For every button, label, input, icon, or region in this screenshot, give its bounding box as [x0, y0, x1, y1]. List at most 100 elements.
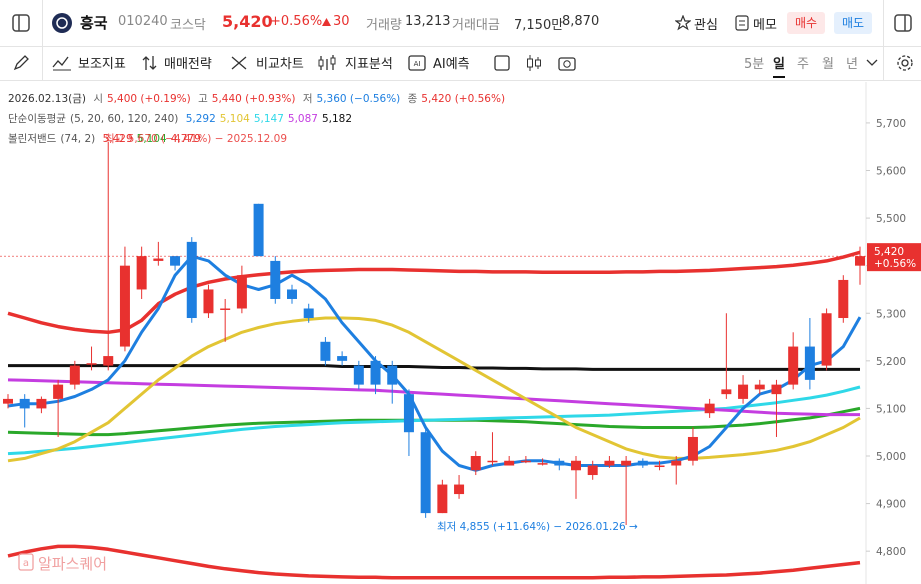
legend-value: 5,182: [321, 113, 353, 125]
divider: [42, 0, 43, 46]
candle-body: [387, 365, 398, 385]
y-tick-label: 5,200: [876, 356, 906, 368]
candle-body: [320, 341, 331, 361]
svg-text:a: a: [23, 558, 29, 569]
candle-body: [554, 460, 565, 466]
candle-body: [571, 460, 581, 471]
high-annotation: 최고 5,670 (−4.41%) − 2025.12.09: [105, 133, 287, 145]
ai-icon[interactable]: AI: [407, 54, 427, 72]
tool[interactable]: 비교차트: [256, 57, 304, 72]
stock-code: 010240: [118, 14, 168, 29]
candle-body: [170, 256, 181, 266]
low-annotation: 최저 4,855 (+11.64%) − 2026.01.26 →: [437, 521, 638, 533]
extra: 8,870: [562, 14, 600, 29]
sell-button[interactable]: 매도: [834, 12, 873, 34]
overlay-line: [8, 364, 860, 371]
compare-icon[interactable]: [231, 55, 249, 71]
watermark: 알파스퀘어: [38, 555, 108, 573]
bb-legend: 볼린저밴드 (74, 2) 5,429 5,104 4,779: [8, 131, 205, 146]
tool[interactable]: 보조지표: [78, 57, 126, 72]
chevron[interactable]: [866, 58, 878, 68]
amount: 7,150만: [514, 18, 564, 33]
period[interactable]: 5분: [744, 57, 765, 72]
divider: [883, 0, 884, 46]
memo-icon[interactable]: [735, 15, 749, 31]
sidebar-icon[interactable]: [12, 14, 30, 32]
legend-value: 5,104: [136, 133, 167, 145]
period[interactable]: 월: [822, 57, 834, 72]
logo: [52, 13, 72, 33]
candle-body: [754, 384, 765, 390]
candle-body: [838, 279, 849, 319]
candle-body: [103, 356, 114, 366]
value: 5,360 (−0.56%): [316, 93, 401, 105]
candle-body: [86, 363, 97, 365]
legend-value: 5,429: [102, 133, 133, 145]
memo-button[interactable]: 메모: [753, 18, 777, 33]
period[interactable]: 년: [846, 57, 858, 72]
candle-body: [236, 275, 247, 309]
indicator-icon[interactable]: [52, 55, 72, 71]
volume-label: 거래량: [366, 18, 402, 33]
candle-body: [454, 484, 465, 495]
label: 시: [93, 93, 103, 105]
y-tick-label: 4,900: [876, 499, 906, 511]
last-change-label: +0.56%: [874, 258, 916, 270]
label: 볼린저밴드: [8, 133, 57, 145]
change: 30: [333, 14, 350, 29]
legend-value: 5,292: [185, 113, 216, 125]
candle-body: [153, 258, 164, 261]
candle-body: [370, 360, 381, 385]
change-pct: +0.56%: [270, 14, 323, 29]
candle-body: [470, 456, 481, 471]
candle-body: [855, 256, 865, 266]
candle-body: [621, 460, 632, 466]
candle-body: [704, 403, 715, 414]
ma-legend: 단순이동평균 (5, 20, 60, 120, 240) 5,292 5,104 5,…: [8, 111, 356, 126]
value: 5,440 (+0.93%): [211, 93, 296, 105]
y-tick-label: 5,300: [876, 308, 906, 320]
strategy-icon[interactable]: [141, 55, 159, 71]
draw-icon[interactable]: [12, 54, 30, 72]
star-icon[interactable]: [675, 15, 691, 31]
candle-body: [353, 365, 364, 385]
market: 코스닥: [170, 18, 206, 33]
tool[interactable]: 지표분석: [345, 57, 393, 72]
legend-value: 5,104: [219, 113, 250, 125]
candle-body: [788, 346, 799, 385]
volume: 13,213: [405, 14, 451, 29]
candle-body: [654, 465, 665, 468]
candle-body: [738, 384, 749, 399]
date: 2026.02.13(금): [8, 93, 86, 105]
toolbar-icons[interactable]: [493, 54, 583, 72]
y-tick-label: 5,600: [876, 166, 906, 178]
label: 단순이동평균: [8, 113, 66, 125]
tool[interactable]: AI예측: [433, 57, 470, 72]
candle-body: [3, 398, 13, 404]
up-triangle: [322, 18, 331, 26]
candle-body: [804, 346, 815, 380]
settings-icon[interactable]: [896, 54, 914, 72]
svg-text:AI: AI: [414, 60, 421, 68]
candle-body: [604, 460, 615, 466]
candle-body: [771, 384, 782, 395]
y-tick-label: 5,100: [876, 403, 906, 415]
panel-icon[interactable]: [894, 14, 912, 32]
tool[interactable]: 매매전략: [164, 57, 212, 72]
label: 저: [302, 93, 313, 105]
legend-value: 5,147: [253, 113, 284, 125]
params: (5, 20, 60, 120, 240): [69, 113, 179, 125]
period-active[interactable]: 일: [773, 53, 785, 78]
toolbar-border: [0, 80, 921, 81]
last-price-label: 5,420: [874, 246, 904, 258]
analysis-icon[interactable]: [318, 54, 338, 72]
watch-button[interactable]: 관심: [694, 18, 718, 33]
candle-body: [687, 436, 698, 461]
buy-button[interactable]: 매수: [787, 12, 826, 34]
value: 5,420 (+0.56%): [421, 93, 506, 105]
label: 고: [198, 93, 208, 105]
candle-body: [420, 432, 431, 514]
period[interactable]: 주: [797, 57, 809, 72]
